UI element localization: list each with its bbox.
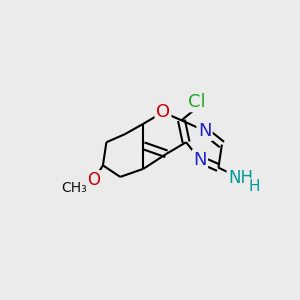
Text: Cl: Cl [188, 93, 205, 111]
Text: O: O [156, 103, 170, 121]
Text: CH₃: CH₃ [61, 182, 87, 196]
Text: NH: NH [228, 169, 253, 187]
Text: N: N [198, 122, 211, 140]
Text: N: N [193, 151, 207, 169]
Text: H: H [248, 179, 260, 194]
Text: O: O [87, 171, 100, 189]
